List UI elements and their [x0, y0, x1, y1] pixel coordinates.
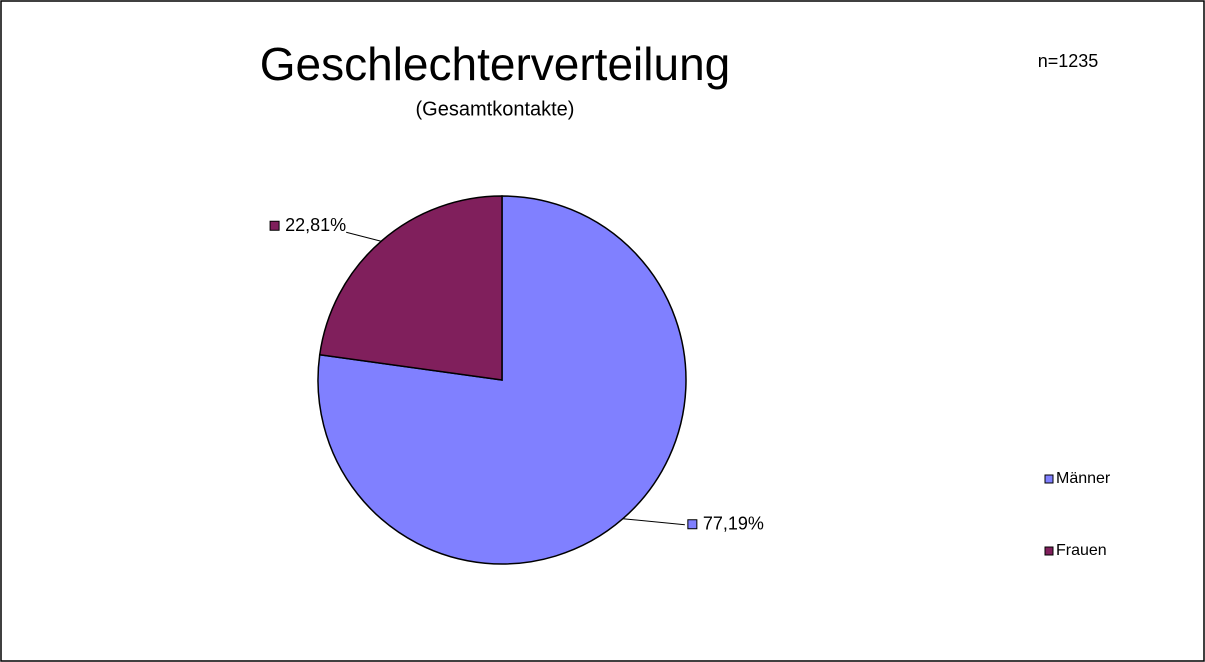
data-label: 22,81%: [285, 215, 346, 235]
legend-label: Frauen: [1056, 542, 1107, 559]
annotation: n=1235: [1038, 51, 1099, 71]
legend-swatch: [1044, 546, 1054, 556]
chart-subtitle: (Gesamtkontakte): [416, 98, 575, 120]
leader-line: [622, 518, 685, 526]
legend-swatch: [1044, 474, 1054, 484]
leader-line: [346, 231, 382, 242]
label-swatch: [687, 519, 698, 530]
pie-slice: [317, 195, 687, 565]
data-label: 77,19%: [703, 513, 764, 533]
legend-label: Männer: [1056, 470, 1111, 487]
label-swatch: [269, 220, 280, 231]
chart-title: Geschlechterverteilung: [260, 38, 730, 90]
